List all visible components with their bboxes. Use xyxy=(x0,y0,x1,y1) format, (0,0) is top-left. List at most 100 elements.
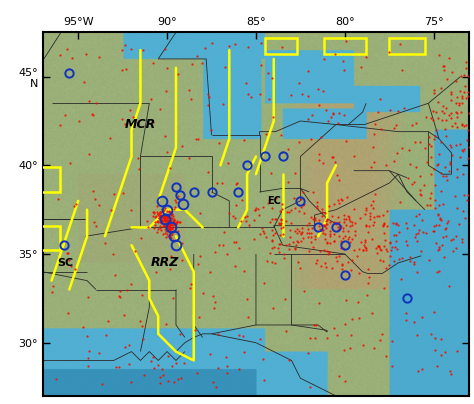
Point xyxy=(387,246,394,253)
Point xyxy=(135,155,142,161)
Point xyxy=(437,215,444,221)
Point xyxy=(380,221,388,227)
Point xyxy=(333,220,341,227)
Point xyxy=(402,317,410,324)
Point xyxy=(238,197,246,204)
Point xyxy=(220,229,228,235)
Point xyxy=(162,221,169,227)
Point xyxy=(106,135,114,141)
Point xyxy=(333,258,340,265)
Point xyxy=(439,103,447,109)
Point xyxy=(373,245,380,252)
Point xyxy=(159,213,166,219)
Point xyxy=(233,179,241,186)
Point xyxy=(259,356,266,362)
Point xyxy=(465,154,472,161)
Point xyxy=(277,132,284,138)
Point xyxy=(427,143,434,149)
Point xyxy=(311,236,319,242)
Point xyxy=(225,159,232,166)
Point xyxy=(320,222,328,228)
Point xyxy=(167,231,175,238)
Point xyxy=(321,223,329,229)
Point xyxy=(236,366,243,373)
Point xyxy=(174,228,182,234)
Point xyxy=(170,228,178,234)
Point xyxy=(196,253,204,260)
Point xyxy=(432,127,440,134)
Point xyxy=(268,216,276,222)
Text: SC: SC xyxy=(58,258,74,268)
Point xyxy=(425,141,432,147)
Point xyxy=(454,166,461,173)
Point xyxy=(232,180,239,187)
Point xyxy=(214,365,222,371)
Point xyxy=(326,232,334,239)
Point xyxy=(225,209,232,216)
Point xyxy=(348,222,356,228)
Point xyxy=(272,230,279,236)
Point xyxy=(337,240,345,247)
Point xyxy=(269,75,276,82)
Point xyxy=(374,243,382,249)
Point xyxy=(335,177,343,184)
Point xyxy=(232,201,239,208)
Point xyxy=(173,198,180,205)
Point xyxy=(232,239,240,246)
Point xyxy=(448,69,456,75)
Point xyxy=(166,228,174,235)
Point xyxy=(168,212,175,219)
Point xyxy=(438,217,445,223)
Point xyxy=(85,98,93,104)
Point xyxy=(371,214,378,221)
Point xyxy=(363,246,370,253)
Point xyxy=(160,210,167,217)
Point xyxy=(170,228,177,235)
Point xyxy=(307,229,315,236)
Point xyxy=(341,378,348,384)
Point xyxy=(407,161,414,168)
Point xyxy=(71,203,78,209)
Point xyxy=(277,217,285,223)
Point xyxy=(444,217,452,224)
Point xyxy=(164,218,171,225)
Point xyxy=(380,222,387,229)
Point xyxy=(430,309,438,316)
Point xyxy=(164,64,171,71)
Point xyxy=(252,207,259,214)
Point xyxy=(335,373,343,380)
Point xyxy=(161,223,168,229)
Point xyxy=(446,54,453,61)
Point xyxy=(276,208,283,214)
Point xyxy=(65,257,73,263)
Point xyxy=(162,212,169,219)
Point xyxy=(256,90,264,97)
Point xyxy=(459,100,466,106)
Point xyxy=(424,158,431,165)
Point xyxy=(339,244,346,251)
Point xyxy=(161,220,169,226)
Point xyxy=(447,97,455,104)
Point xyxy=(359,247,366,254)
Point xyxy=(154,210,162,217)
Point xyxy=(229,213,237,219)
Point xyxy=(244,91,252,97)
Point xyxy=(223,369,230,376)
Point xyxy=(432,133,439,139)
Point xyxy=(212,384,220,390)
Point xyxy=(303,229,311,236)
Point xyxy=(157,212,164,219)
Point xyxy=(431,347,438,354)
Point xyxy=(363,222,370,229)
Point xyxy=(165,226,173,232)
Point xyxy=(161,218,169,224)
Point xyxy=(158,213,166,219)
Point xyxy=(312,259,320,266)
Point xyxy=(317,226,324,232)
Point xyxy=(447,143,455,150)
Point xyxy=(275,220,283,227)
Point xyxy=(316,247,324,254)
Point xyxy=(440,67,447,74)
Point xyxy=(413,269,421,275)
Point xyxy=(284,146,292,152)
